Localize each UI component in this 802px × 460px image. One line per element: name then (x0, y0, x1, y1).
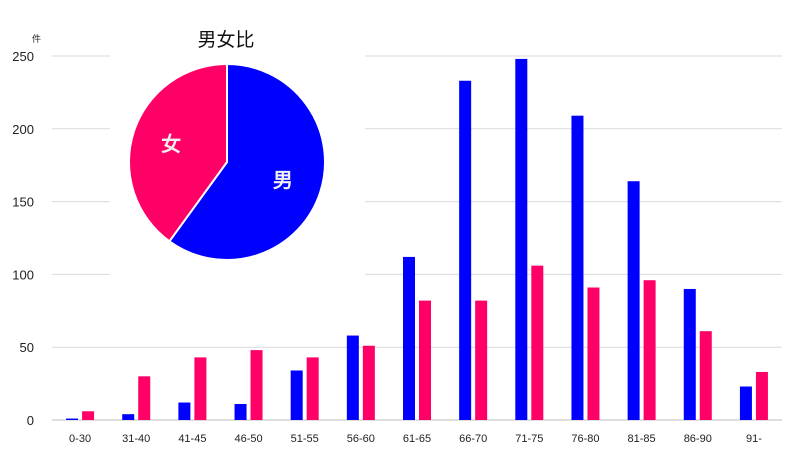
bar (475, 300, 488, 420)
x-tick-label: 71-75 (515, 433, 543, 445)
gender-pie: 男女 (128, 62, 326, 261)
x-tick-label: 0-30 (69, 433, 91, 445)
bar (531, 265, 544, 420)
x-tick-label: 76-80 (571, 433, 599, 445)
bar (234, 403, 247, 420)
y-tick-label: 150 (12, 195, 34, 210)
bar (699, 331, 712, 420)
y-tick-label: 50 (20, 340, 34, 355)
x-tick-label: 46-50 (234, 433, 262, 445)
bar (250, 350, 263, 420)
x-tick-label: 31-40 (122, 433, 150, 445)
bar (138, 376, 151, 420)
bar (419, 300, 431, 420)
x-axis-ticks: 0-30 31-40 41-45 46-50 51-55 56-60 61-65 66-70 7… (69, 433, 762, 445)
pie-slice-label: 男 (273, 168, 293, 192)
bar (178, 402, 191, 420)
y-tick-label: 250 (12, 49, 34, 64)
bar (403, 256, 415, 420)
x-tick-label: 51-55 (291, 433, 319, 445)
pie-title: 男女比 (197, 29, 254, 51)
y-tick-label: 0 (27, 413, 34, 428)
bar (587, 287, 600, 420)
bar (627, 181, 640, 420)
bar (739, 386, 752, 420)
pie-slice-label: 女 (161, 132, 181, 156)
bar (122, 414, 135, 420)
pie-slice (128, 62, 228, 243)
bar (290, 370, 303, 420)
y-tick-label: 200 (12, 122, 34, 137)
bar (683, 288, 696, 420)
x-tick-label: 86-90 (684, 433, 712, 445)
bar (194, 357, 207, 420)
bar (362, 345, 375, 420)
x-tick-label: 91- (746, 433, 762, 445)
y-axis-unit-label: 件 (32, 33, 41, 45)
bar-series (66, 58, 768, 421)
x-tick-label: 81-85 (628, 433, 656, 445)
x-tick-label: 41-45 (178, 433, 206, 445)
bar (346, 335, 359, 420)
x-tick-label: 61-65 (403, 433, 431, 445)
bar (755, 371, 768, 420)
bar (643, 280, 656, 420)
x-tick-label: 66-70 (459, 433, 487, 445)
bar (459, 80, 472, 420)
bar (66, 418, 79, 420)
bar (515, 58, 528, 421)
y-tick-label: 100 (12, 267, 34, 282)
x-tick-label: 56-60 (347, 433, 375, 445)
bar (82, 411, 95, 420)
bar (306, 357, 319, 420)
y-axis-ticks: 0 50 100 150 200 250 (12, 49, 34, 428)
pie-slice (167, 62, 326, 261)
bar (571, 115, 584, 421)
